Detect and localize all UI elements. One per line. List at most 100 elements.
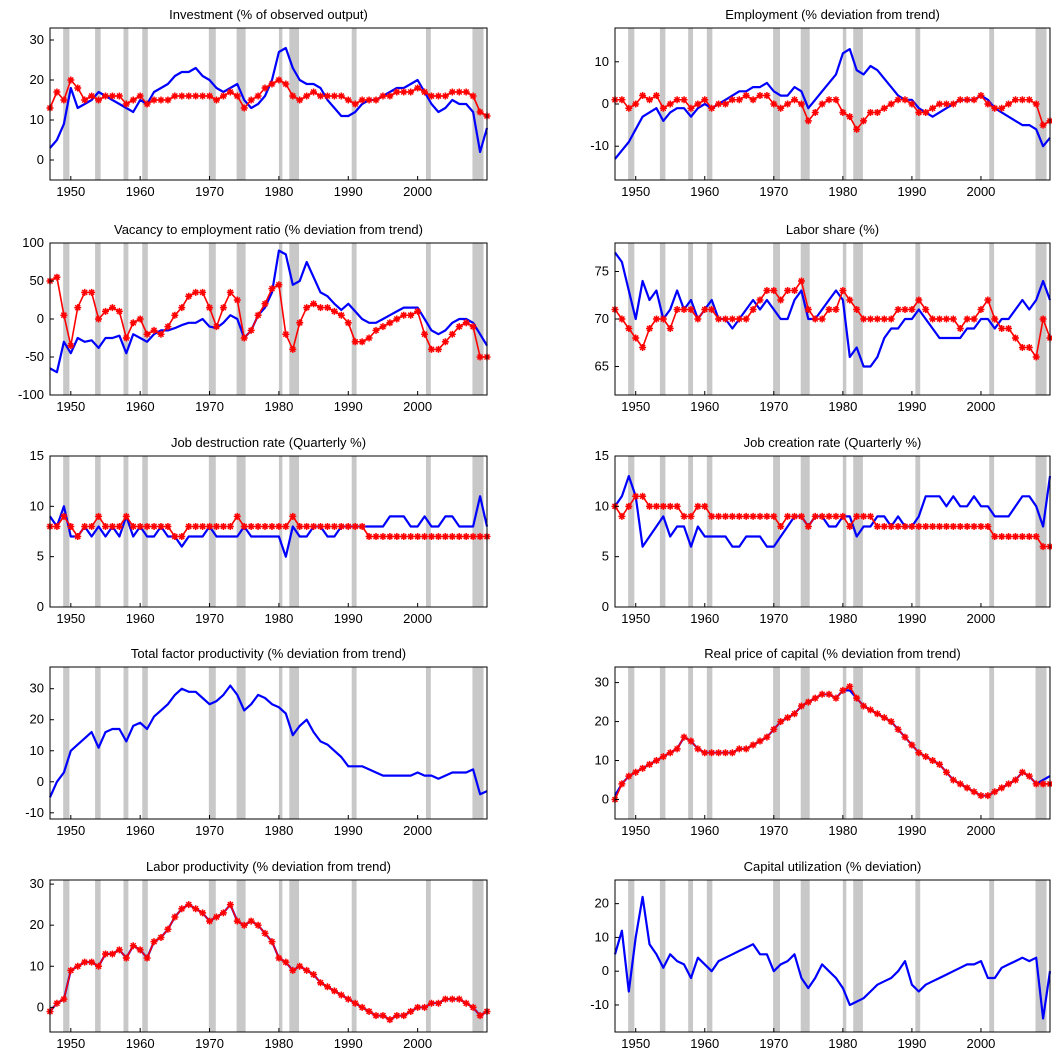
data-point-marker xyxy=(171,311,179,319)
data-point-marker xyxy=(296,319,304,327)
data-point-marker xyxy=(268,80,276,88)
data-point-marker xyxy=(476,353,484,361)
recession-band xyxy=(425,28,431,180)
recession-band xyxy=(773,880,781,1032)
data-point-marker xyxy=(358,96,366,104)
data-point-marker xyxy=(701,749,709,757)
data-point-marker xyxy=(226,901,234,909)
data-point-marker xyxy=(386,319,394,327)
data-point-marker xyxy=(448,533,456,541)
data-point-marker xyxy=(639,492,647,500)
data-point-marker xyxy=(846,113,854,121)
x-tick-label: 1970 xyxy=(759,823,788,838)
data-point-marker xyxy=(254,921,262,929)
data-point-marker xyxy=(289,345,297,353)
recession-band xyxy=(472,456,484,607)
data-point-marker xyxy=(1005,325,1013,332)
y-tick-label: 70 xyxy=(595,311,609,326)
y-tick-label: 0 xyxy=(602,96,609,111)
data-point-marker xyxy=(351,338,359,346)
data-point-marker xyxy=(846,522,854,530)
data-point-marker xyxy=(462,88,470,96)
x-tick-label: 1970 xyxy=(759,184,788,199)
data-point-marker xyxy=(1018,533,1026,541)
data-point-marker xyxy=(67,522,75,530)
data-point-marker xyxy=(310,522,318,530)
data-point-marker xyxy=(233,512,241,520)
data-point-marker xyxy=(212,522,220,530)
data-point-marker xyxy=(122,954,130,962)
data-point-marker xyxy=(984,296,992,304)
data-point-marker xyxy=(1011,776,1019,784)
data-point-marker xyxy=(749,306,757,313)
data-point-marker xyxy=(839,287,847,294)
data-point-marker xyxy=(970,522,978,530)
data-point-marker xyxy=(323,983,331,991)
data-point-marker xyxy=(1018,768,1026,776)
data-point-marker xyxy=(206,522,214,530)
y-tick-label: -10 xyxy=(25,805,44,820)
data-point-marker xyxy=(770,287,778,294)
x-tick-label: 2000 xyxy=(966,184,995,199)
x-tick-label: 1980 xyxy=(828,611,857,626)
data-series-line xyxy=(49,276,487,358)
data-point-marker xyxy=(74,84,82,92)
data-point-marker xyxy=(984,792,992,800)
data-point-marker xyxy=(721,315,729,323)
data-point-marker xyxy=(742,92,750,100)
recession-band xyxy=(628,456,635,607)
data-point-marker xyxy=(618,780,626,788)
x-tick-label: 1970 xyxy=(759,1036,788,1051)
data-point-marker xyxy=(212,913,220,921)
data-point-marker xyxy=(942,768,950,776)
x-tick-label: 1970 xyxy=(759,611,788,626)
data-point-marker xyxy=(915,522,923,530)
data-point-marker xyxy=(434,999,442,1007)
data-point-marker xyxy=(282,958,290,966)
data-point-marker xyxy=(763,512,771,520)
data-point-marker xyxy=(150,96,158,104)
data-point-marker xyxy=(680,512,688,520)
data-point-marker xyxy=(632,334,640,342)
recession-band xyxy=(853,28,863,180)
data-point-marker xyxy=(421,88,429,96)
data-point-marker xyxy=(728,749,736,757)
recession-band xyxy=(915,667,921,819)
data-point-marker xyxy=(721,100,729,108)
data-point-marker xyxy=(337,311,345,319)
recession-band xyxy=(95,880,101,1032)
x-tick-label: 1960 xyxy=(126,184,155,199)
recession-band xyxy=(800,243,810,395)
data-point-marker xyxy=(639,344,647,351)
data-point-marker xyxy=(991,788,999,796)
recession-band xyxy=(800,456,810,607)
data-point-marker xyxy=(770,512,778,520)
data-point-marker xyxy=(866,512,874,520)
data-point-marker xyxy=(908,522,916,530)
data-point-marker xyxy=(929,315,937,323)
data-point-marker xyxy=(240,921,248,929)
data-point-marker xyxy=(811,315,819,323)
recession-band xyxy=(472,880,484,1032)
data-point-marker xyxy=(708,306,716,313)
recession-band xyxy=(842,667,847,819)
data-point-marker xyxy=(337,92,345,100)
data-point-marker xyxy=(178,92,186,100)
data-point-marker xyxy=(219,909,227,917)
data-point-marker xyxy=(74,962,82,970)
data-point-marker xyxy=(818,100,826,108)
x-tick-label: 1960 xyxy=(126,399,155,414)
x-tick-label: 2000 xyxy=(403,399,432,414)
data-point-marker xyxy=(226,288,234,296)
recession-band xyxy=(289,28,300,180)
data-point-marker xyxy=(984,100,992,108)
data-point-marker xyxy=(701,96,709,104)
data-point-marker xyxy=(701,502,709,510)
data-point-marker xyxy=(268,285,276,293)
data-point-marker xyxy=(673,745,681,753)
data-point-marker xyxy=(206,917,214,925)
x-tick-label: 1980 xyxy=(264,611,293,626)
chart-title: Real price of capital (% deviation from … xyxy=(704,646,961,661)
data-point-marker xyxy=(991,533,999,541)
data-point-marker xyxy=(998,533,1006,541)
